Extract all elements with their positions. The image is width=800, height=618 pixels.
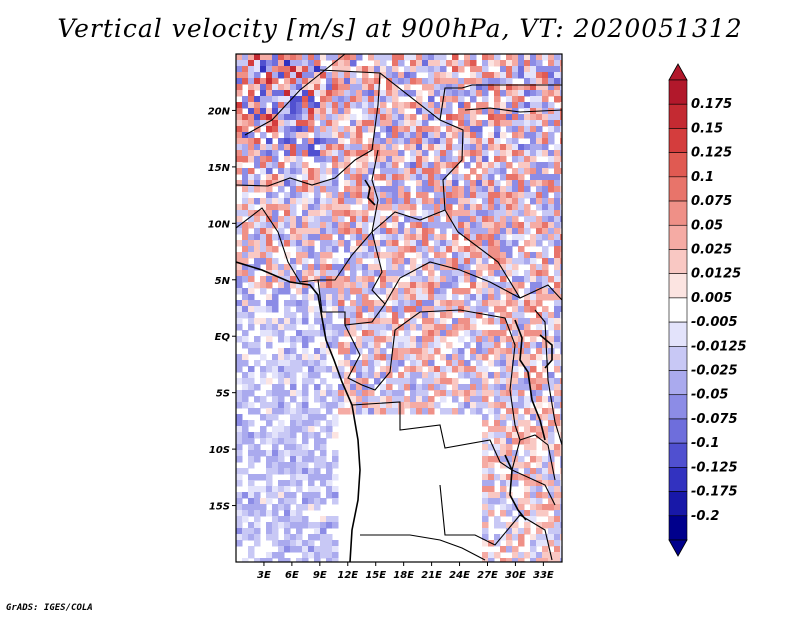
y-tick-label: EQ [215, 332, 231, 343]
y-tick-label: 10N [208, 219, 231, 230]
colorbar-label: 0.005 [691, 291, 732, 306]
y-tick-label: 5N [215, 276, 231, 287]
colorbar-label: 0.125 [691, 146, 732, 161]
velocity-field [236, 54, 562, 562]
country-borders [236, 54, 562, 561]
colorbar-segment [668, 79, 688, 105]
x-tick-label: 30E [505, 570, 526, 581]
colorbar-segment [668, 297, 688, 323]
colorbar-segment [668, 176, 688, 202]
y-tick-label: 15S [209, 502, 230, 513]
coastline [236, 179, 553, 562]
colorbar-label: 0.075 [691, 194, 732, 209]
y-tick-label: 10S [209, 445, 230, 456]
x-tick-label: 27E [477, 570, 498, 581]
colorbar-label: -0.175 [691, 485, 738, 500]
colorbar-segment [668, 467, 688, 492]
x-tick-label: 21E [421, 570, 442, 581]
colorbar-segment [668, 418, 688, 444]
colorbar-segment [668, 442, 688, 468]
colorbar-label: -0.005 [691, 315, 738, 330]
colorbar-cap-bottom [668, 539, 688, 557]
colorbar-segment [668, 515, 688, 541]
latitude-ticks: 20N 15N 10N 5N EQ 5S 10S 15S [208, 106, 236, 513]
colorbar-segment [668, 394, 688, 420]
colorbar-label: -0.2 [691, 509, 719, 524]
x-tick-label: 18E [393, 570, 414, 581]
y-tick-label: 5S [216, 389, 230, 400]
colorbar-segment [668, 200, 688, 226]
y-tick-label: 15N [208, 163, 231, 174]
colorbar-label: 0.05 [691, 218, 723, 233]
colorbar-label: 0.025 [691, 242, 732, 257]
colorbar-segment [668, 152, 688, 178]
colorbar: 0.175 0.15 0.125 0.1 0.075 0.05 0.025 0.0125 0.0… [668, 63, 747, 557]
colorbar-segment [668, 370, 688, 396]
colorbar-label: -0.125 [691, 460, 738, 475]
map-frame [235, 53, 563, 563]
colorbar-segment [668, 103, 688, 129]
grads-credit: GrADS: IGES/COLA [6, 603, 93, 613]
x-tick-label: 12E [337, 570, 358, 581]
colorbar-segment [668, 321, 688, 347]
colorbar-segment [668, 249, 688, 274]
colorbar-label: -0.1 [691, 436, 719, 451]
x-tick-label: 3E [257, 570, 271, 581]
colorbar-label: -0.075 [691, 412, 738, 427]
colorbar-segment [668, 128, 688, 153]
colorbar-label: -0.0125 [691, 339, 747, 354]
colorbar-segment [668, 346, 688, 371]
colorbar-label: 0.15 [691, 121, 723, 136]
colorbar-segment [668, 491, 688, 517]
x-tick-label: 33E [533, 570, 554, 581]
x-tick-label: 9E [313, 570, 327, 581]
colorbar-label: 0.0125 [691, 267, 741, 282]
colorbar-label: -0.025 [691, 364, 738, 379]
colorbar-label: 0.1 [691, 170, 714, 185]
colorbar-cap-top [668, 63, 688, 81]
colorbar-segment [668, 273, 688, 299]
x-tick-label: 6E [285, 570, 299, 581]
longitude-ticks: 3E 6E 9E 12E 15E 18E 21E 24E 27E 30E 33E [257, 562, 554, 581]
y-tick-label: 20N [208, 106, 231, 117]
colorbar-label: 0.175 [691, 97, 732, 112]
x-tick-label: 15E [365, 570, 386, 581]
map-title: Vertical velocity [m/s] at 900hPa, VT: 2… [57, 14, 743, 43]
x-tick-label: 24E [449, 570, 470, 581]
colorbar-segment [668, 224, 688, 250]
colorbar-label: -0.05 [691, 388, 728, 403]
